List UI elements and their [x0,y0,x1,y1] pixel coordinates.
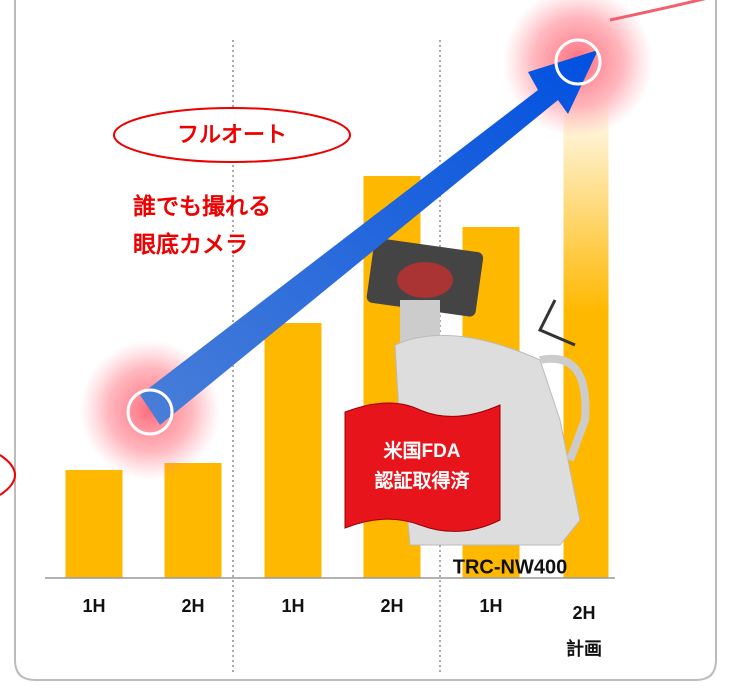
bar [265,323,322,578]
model-label: TRC-NW400 [453,556,567,578]
annotation: 眼底カメラ [133,231,248,257]
annotation: 誰でも撮れる [133,193,271,219]
x-tick-label: 2H [572,603,595,623]
x-tick-label: 計画 [566,638,602,659]
bar [165,463,222,578]
callout [0,455,15,495]
bar [66,470,123,578]
flag [345,403,500,531]
badge-text: フルオート [177,122,287,147]
x-tick-label: 2H [181,596,204,616]
chart: フルオート 誰でも撮れる 眼底カメラ 米国FDA 認証取得済 TRC-NW400… [0,0,731,685]
x-tick-label: 1H [281,596,304,616]
x-tick-label: 2H [380,596,403,616]
x-tick-label: 1H [82,596,105,616]
flag-text: 認証取得済 [374,469,470,492]
flag-text: 米国FDA [383,439,460,462]
x-tick-label: 1H [479,596,502,616]
